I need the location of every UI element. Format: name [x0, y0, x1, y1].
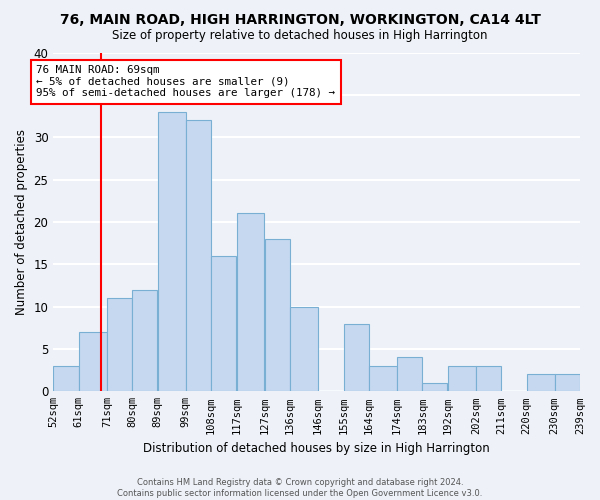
Y-axis label: Number of detached properties: Number of detached properties	[15, 129, 28, 315]
Bar	[555, 374, 580, 392]
Bar	[158, 112, 185, 392]
Bar	[79, 332, 107, 392]
Text: Contains HM Land Registry data © Crown copyright and database right 2024.
Contai: Contains HM Land Registry data © Crown c…	[118, 478, 482, 498]
Text: 76 MAIN ROAD: 69sqm
← 5% of detached houses are smaller (9)
95% of semi-detached: 76 MAIN ROAD: 69sqm ← 5% of detached hou…	[36, 65, 335, 98]
Bar	[211, 256, 236, 392]
Bar	[53, 366, 79, 392]
Bar	[265, 239, 290, 392]
Bar	[422, 383, 448, 392]
Bar	[344, 324, 368, 392]
Bar	[107, 298, 132, 392]
Bar	[527, 374, 554, 392]
X-axis label: Distribution of detached houses by size in High Harrington: Distribution of detached houses by size …	[143, 442, 490, 455]
Text: 76, MAIN ROAD, HIGH HARRINGTON, WORKINGTON, CA14 4LT: 76, MAIN ROAD, HIGH HARRINGTON, WORKINGT…	[59, 12, 541, 26]
Bar	[186, 120, 211, 392]
Bar	[448, 366, 476, 392]
Bar	[397, 358, 422, 392]
Bar	[236, 214, 265, 392]
Bar	[290, 306, 318, 392]
Bar	[369, 366, 397, 392]
Bar	[476, 366, 501, 392]
Bar	[132, 290, 157, 392]
Text: Size of property relative to detached houses in High Harrington: Size of property relative to detached ho…	[112, 28, 488, 42]
